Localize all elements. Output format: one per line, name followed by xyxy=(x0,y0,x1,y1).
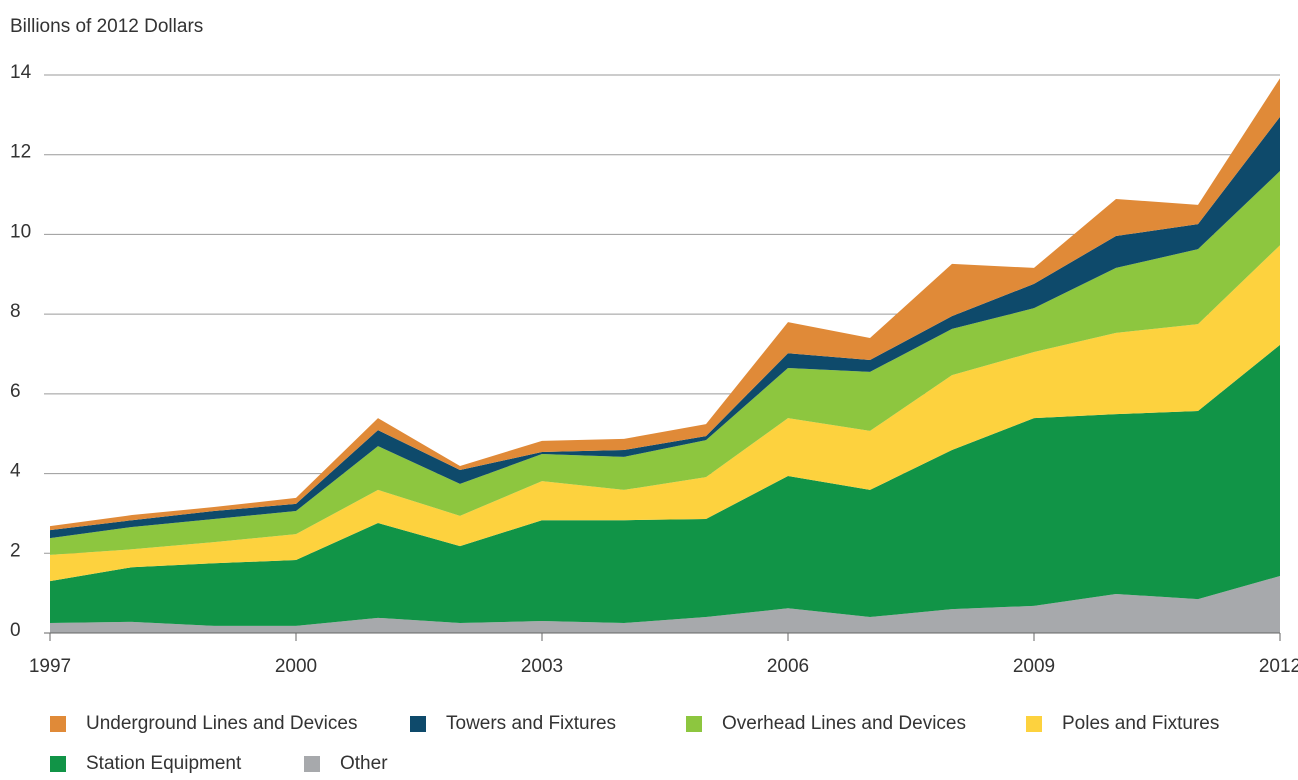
area xyxy=(50,344,1280,626)
y-tick-label: 14 xyxy=(10,62,32,83)
x-tick-label: 2003 xyxy=(521,656,563,677)
legend-label: Overhead Lines and Devices xyxy=(722,713,966,734)
y-axis-label: Billions of 2012 Dollars xyxy=(10,16,203,37)
legend-swatch xyxy=(50,716,66,732)
legend-swatch xyxy=(304,756,320,772)
legend-swatch xyxy=(50,756,66,772)
x-tick-label: 1997 xyxy=(29,656,71,677)
legend-label: Station Equipment xyxy=(86,753,242,774)
y-tick-label: 8 xyxy=(10,301,21,322)
legend-swatch xyxy=(410,716,426,732)
legend-swatch xyxy=(1026,716,1042,732)
y-tick-label: 0 xyxy=(10,620,21,641)
x-tick-label: 2006 xyxy=(767,656,809,677)
legend-label: Towers and Fixtures xyxy=(446,713,616,734)
legend-label: Underground Lines and Devices xyxy=(86,713,357,734)
area xyxy=(50,576,1280,633)
y-tick-label: 2 xyxy=(10,540,21,561)
y-tick-label: 10 xyxy=(10,221,31,242)
y-tick-label: 6 xyxy=(10,381,21,402)
x-tick-label: 2009 xyxy=(1013,656,1055,677)
y-tick-label: 12 xyxy=(10,142,31,163)
x-tick-label: 2012 xyxy=(1259,656,1298,677)
legend-label: Other xyxy=(340,753,388,774)
x-tick-label: 2000 xyxy=(275,656,317,677)
area xyxy=(50,171,1280,555)
area xyxy=(50,78,1280,531)
legend-swatch xyxy=(686,716,702,732)
legend-label: Poles and Fixtures xyxy=(1062,713,1219,734)
area xyxy=(50,245,1280,582)
y-tick-label: 4 xyxy=(10,461,21,482)
